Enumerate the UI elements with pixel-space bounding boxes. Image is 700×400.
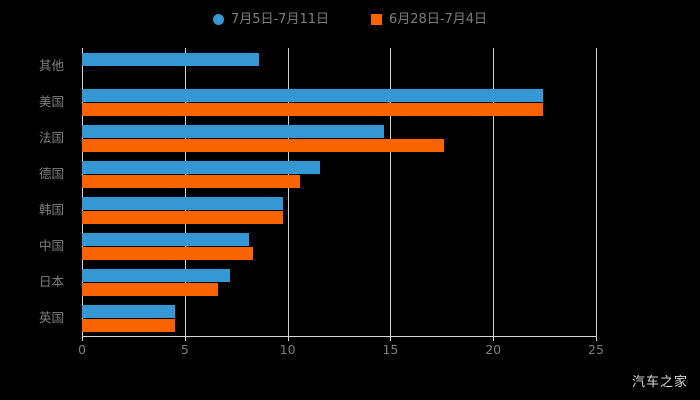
x-tick [493, 337, 495, 341]
bars-layer [82, 48, 596, 336]
y-tick-label: 德国 [38, 165, 64, 181]
x-tick [82, 337, 83, 341]
bar[interactable] [82, 246, 253, 260]
x-tick [184, 337, 186, 341]
y-tick-label: 日本 [38, 273, 64, 289]
legend-label: 7月5日-7月11日 [230, 11, 329, 27]
x-tick-label: 15 [382, 342, 399, 357]
gridline-25 [596, 48, 597, 336]
bar-group [82, 160, 596, 188]
bar-group [82, 196, 596, 224]
bar-group [82, 52, 596, 80]
bar[interactable] [82, 268, 231, 282]
bar[interactable] [82, 318, 175, 332]
x-axis: 0 5 10 15 20 25 [78, 337, 604, 363]
bar[interactable] [82, 282, 218, 296]
bar[interactable] [82, 210, 284, 224]
bar[interactable] [82, 102, 543, 116]
y-tick-label: 法国 [38, 129, 64, 145]
y-axis: 其他美国法国德国韩国中国日本英国 [0, 48, 74, 336]
legend-label: 6月28日-7月4日 [389, 11, 488, 27]
bar[interactable] [82, 124, 385, 138]
x-tick-label: 0 [78, 342, 86, 357]
watermark: 汽车之家 [631, 375, 688, 390]
bar-group [82, 268, 596, 296]
bar[interactable] [82, 160, 321, 174]
bar[interactable] [82, 52, 259, 66]
bar[interactable] [82, 196, 284, 210]
x-axis-line [82, 336, 597, 337]
x-tick-label: 5 [180, 342, 189, 357]
y-tick-label: 韩国 [38, 201, 64, 217]
legend-item-0[interactable]: 7月5日-7月11日 [212, 11, 329, 27]
y-tick-label: 其他 [38, 57, 64, 73]
x-tick [287, 337, 289, 341]
legend-swatch-circle-icon [212, 13, 224, 25]
bar-group [82, 232, 596, 260]
bar[interactable] [82, 232, 249, 246]
bar[interactable] [82, 304, 175, 318]
bar-group [82, 124, 596, 152]
x-tick [596, 337, 597, 341]
y-tick-label: 中国 [38, 237, 64, 253]
y-tick-label: 美国 [38, 93, 64, 109]
bar[interactable] [82, 138, 444, 152]
bar-group [82, 304, 596, 332]
x-tick [390, 337, 392, 341]
y-tick-label: 英国 [38, 309, 64, 325]
x-tick-label: 10 [279, 342, 296, 357]
plot-area [82, 48, 597, 336]
bar[interactable] [82, 174, 300, 188]
legend-swatch-square-icon [371, 13, 382, 25]
bar[interactable] [82, 88, 543, 102]
legend-item-1[interactable]: 6月28日-7月4日 [371, 13, 487, 26]
bar-group [82, 88, 596, 116]
x-tick-label: 20 [485, 342, 502, 357]
chart-legend: 7月5日-7月11日 6月28日-7月4日 [0, 8, 700, 30]
x-tick-label: 25 [588, 342, 604, 357]
